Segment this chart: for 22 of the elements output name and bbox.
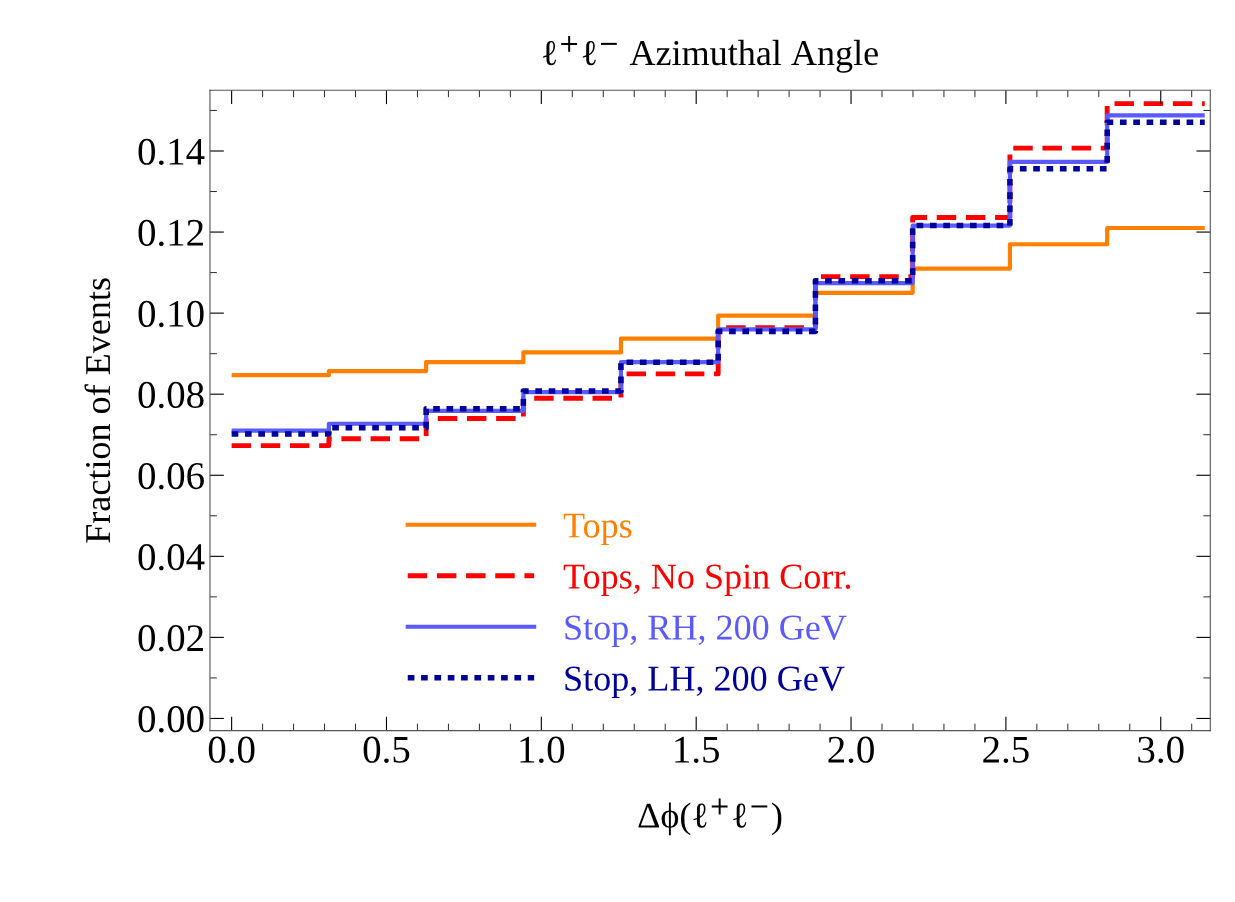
y-tick-label: 0.00 <box>138 706 204 733</box>
legend-label: Stop, RH, 200 GeV <box>565 615 847 648</box>
x-tick-label: 1.5 <box>675 736 719 764</box>
x-axis-title: Δϕ(ℓ$^{+}$ℓ$^{−}$) <box>638 798 782 836</box>
legend-label: Stop, LH, 200 GeV <box>565 666 845 699</box>
legend-label: Tops <box>563 513 632 546</box>
x-tick-label: 1.0 <box>520 736 565 764</box>
y-tick-label: 0.12 <box>138 219 203 247</box>
y-tick-label: 0.06 <box>138 462 204 490</box>
y-tick-label: 0.10 <box>138 300 204 328</box>
x-tick-label: 0.5 <box>363 736 410 764</box>
x-tick-label: 2.5 <box>983 736 1029 764</box>
y-tick-label: 0.08 <box>138 381 204 409</box>
x-tick-label: 2.0 <box>828 736 874 764</box>
y-tick-label: 0.14 <box>138 138 205 166</box>
y-tick-label: 0.04 <box>138 543 205 571</box>
y-tick-label: 0.02 <box>138 625 203 652</box>
chart-title: ℓ$^{+}$ℓ$^{−}$ Azimuthal Angle <box>543 35 878 73</box>
x-tick-label: 3.0 <box>1138 736 1184 764</box>
legend-label: Tops, No Spin Corr. <box>563 564 851 597</box>
y-axis-title: Fraction of Events <box>84 278 111 543</box>
x-tick-label: 0.0 <box>208 736 255 764</box>
